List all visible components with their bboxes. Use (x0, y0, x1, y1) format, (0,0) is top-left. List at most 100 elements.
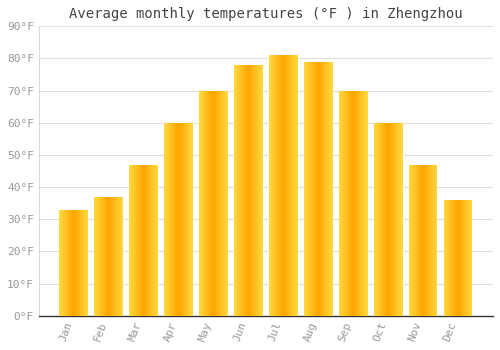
Bar (286, 55, 288, 316)
Bar (84, 210, 85, 316)
Bar (226, 91, 228, 316)
Bar (308, 62, 310, 316)
Bar (316, 62, 317, 316)
Bar (276, 55, 278, 316)
Bar (296, 55, 298, 316)
Bar (420, 164, 422, 316)
Bar (240, 65, 242, 316)
Bar (134, 164, 135, 316)
Bar (434, 164, 436, 316)
Bar (202, 91, 203, 316)
Bar (164, 123, 193, 316)
Bar (398, 123, 400, 316)
Bar (455, 200, 456, 316)
Bar (456, 200, 458, 316)
Bar (254, 65, 256, 316)
Bar (152, 164, 154, 316)
Bar (74, 210, 75, 316)
Bar (238, 65, 240, 316)
Bar (214, 91, 215, 316)
Bar (190, 123, 192, 316)
Bar (132, 164, 134, 316)
Bar (282, 55, 284, 316)
Bar (100, 197, 102, 316)
Bar (166, 123, 167, 316)
Bar (68, 210, 70, 316)
Bar (471, 200, 472, 316)
Bar (212, 91, 214, 316)
Bar (414, 164, 416, 316)
Bar (106, 197, 108, 316)
Bar (187, 123, 188, 316)
Bar (269, 55, 298, 316)
Bar (81, 210, 82, 316)
Bar (138, 164, 140, 316)
Bar (253, 65, 254, 316)
Bar (396, 123, 397, 316)
Bar (205, 91, 206, 316)
Bar (225, 91, 226, 316)
Bar (183, 123, 184, 316)
Bar (413, 164, 414, 316)
Bar (416, 164, 418, 316)
Bar (131, 164, 132, 316)
Bar (359, 91, 360, 316)
Bar (410, 164, 412, 316)
Bar (374, 123, 376, 316)
Bar (150, 164, 151, 316)
Bar (199, 91, 200, 316)
Bar (352, 91, 354, 316)
Bar (135, 164, 136, 316)
Bar (236, 65, 237, 316)
Bar (450, 200, 451, 316)
Bar (462, 200, 464, 316)
Bar (401, 123, 402, 316)
Bar (252, 65, 253, 316)
Bar (377, 123, 378, 316)
Bar (182, 123, 183, 316)
Bar (237, 65, 238, 316)
Bar (206, 91, 208, 316)
Bar (142, 164, 144, 316)
Bar (285, 55, 286, 316)
Bar (209, 91, 210, 316)
Bar (64, 210, 65, 316)
Bar (284, 55, 285, 316)
Bar (343, 91, 344, 316)
Bar (381, 123, 382, 316)
Bar (426, 164, 428, 316)
Bar (391, 123, 392, 316)
Bar (154, 164, 155, 316)
Bar (432, 164, 433, 316)
Bar (269, 55, 270, 316)
Bar (96, 197, 98, 316)
Bar (122, 197, 123, 316)
Bar (448, 200, 450, 316)
Bar (360, 91, 362, 316)
Bar (339, 91, 368, 316)
Bar (136, 164, 138, 316)
Bar (70, 210, 71, 316)
Bar (72, 210, 74, 316)
Bar (292, 55, 294, 316)
Bar (461, 200, 462, 316)
Bar (60, 210, 61, 316)
Bar (208, 91, 209, 316)
Bar (436, 164, 438, 316)
Bar (324, 62, 326, 316)
Title: Average monthly temperatures (°F ) in Zhengzhou: Average monthly temperatures (°F ) in Zh… (69, 7, 462, 21)
Bar (386, 123, 387, 316)
Bar (257, 65, 258, 316)
Bar (146, 164, 148, 316)
Bar (392, 123, 394, 316)
Bar (184, 123, 186, 316)
Bar (66, 210, 68, 316)
Bar (82, 210, 84, 316)
Bar (314, 62, 316, 316)
Bar (176, 123, 177, 316)
Bar (98, 197, 100, 316)
Bar (294, 55, 295, 316)
Bar (192, 123, 193, 316)
Bar (246, 65, 247, 316)
Bar (114, 197, 116, 316)
